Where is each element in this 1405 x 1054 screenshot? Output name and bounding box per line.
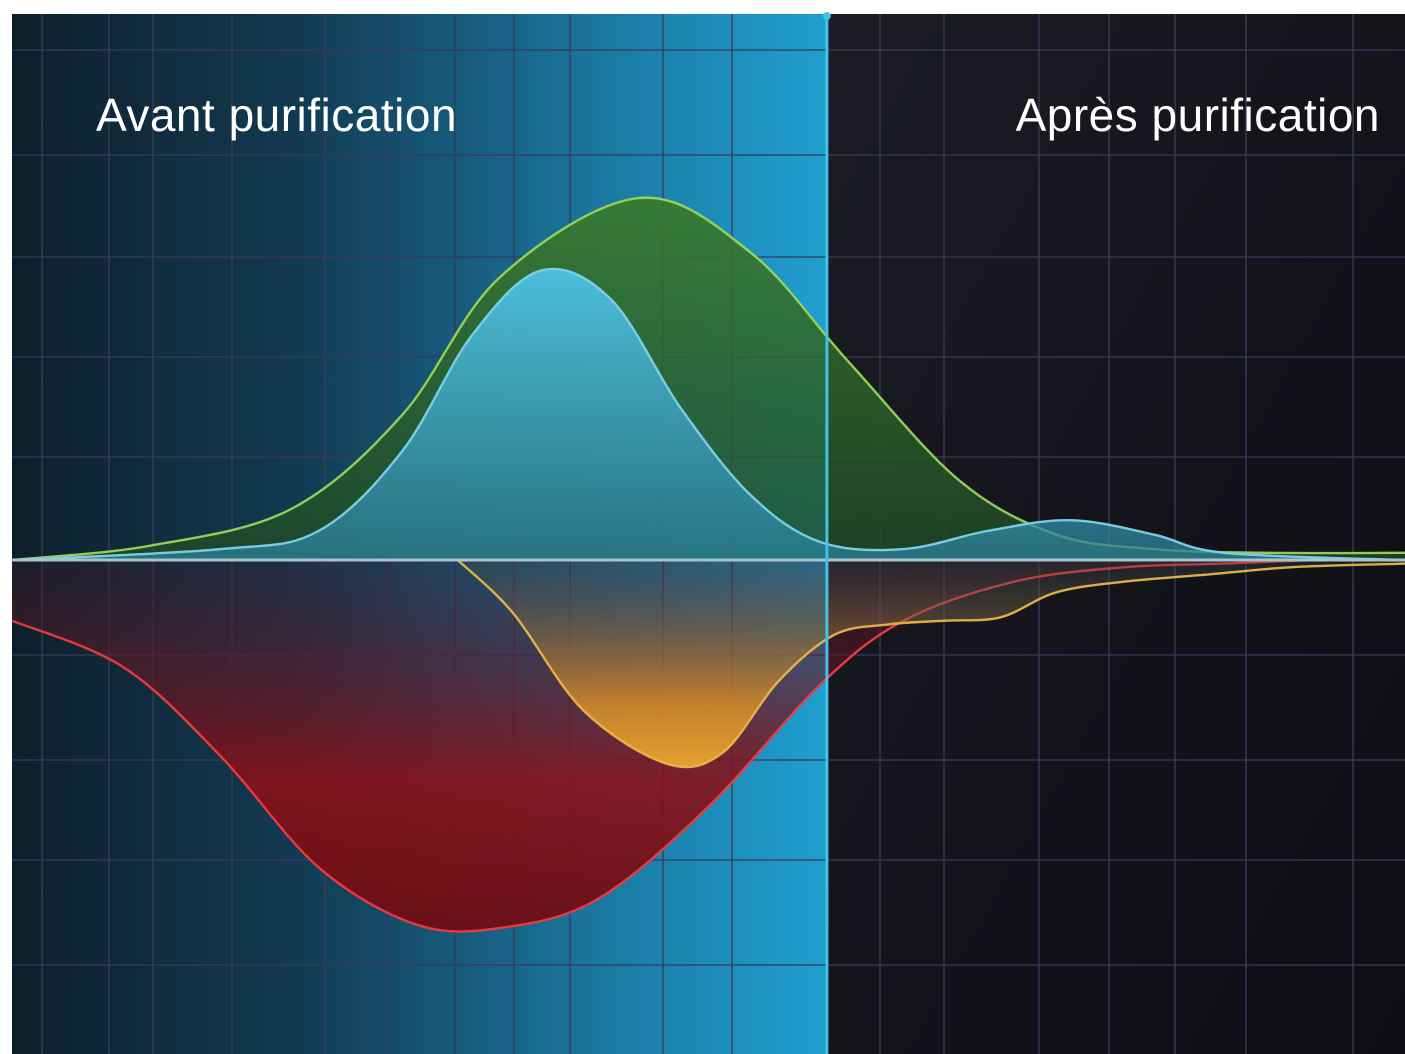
label-after: Après purification (1016, 89, 1380, 141)
divider-handle (822, 12, 831, 20)
label-before: Avant purification (96, 89, 457, 141)
axes (12, 12, 1405, 1054)
series-line-cyan (11, 267, 1405, 562)
series-area-cyan (12, 268, 1405, 560)
series-area-green (12, 197, 1405, 560)
series-area-orange (457, 560, 1405, 768)
series-group (11, 196, 1405, 933)
series-line-orange (456, 559, 1405, 769)
